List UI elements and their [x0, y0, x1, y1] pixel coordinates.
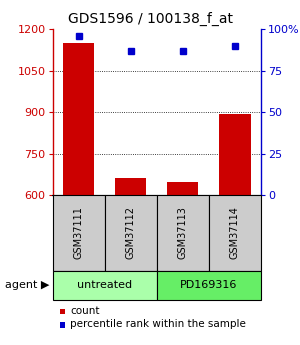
Bar [52, 195, 105, 271]
Bar [209, 195, 261, 271]
Text: PD169316: PD169316 [180, 280, 238, 290]
Bar [115, 178, 146, 195]
Text: percentile rank within the sample: percentile rank within the sample [70, 319, 246, 329]
Bar [105, 195, 157, 271]
Text: untreated: untreated [77, 280, 132, 290]
Text: GSM37112: GSM37112 [126, 206, 136, 259]
Text: agent ▶: agent ▶ [5, 280, 50, 290]
Bar [167, 182, 199, 195]
Text: GDS1596 / 100138_f_at: GDS1596 / 100138_f_at [68, 12, 232, 26]
Bar [52, 271, 157, 300]
Text: count: count [70, 306, 100, 315]
Text: GSM37114: GSM37114 [230, 206, 240, 259]
Text: GSM37113: GSM37113 [178, 206, 188, 259]
Bar [219, 114, 250, 195]
Bar [157, 195, 209, 271]
Bar [63, 43, 94, 195]
Bar [157, 271, 261, 300]
Text: GSM37111: GSM37111 [74, 206, 84, 259]
